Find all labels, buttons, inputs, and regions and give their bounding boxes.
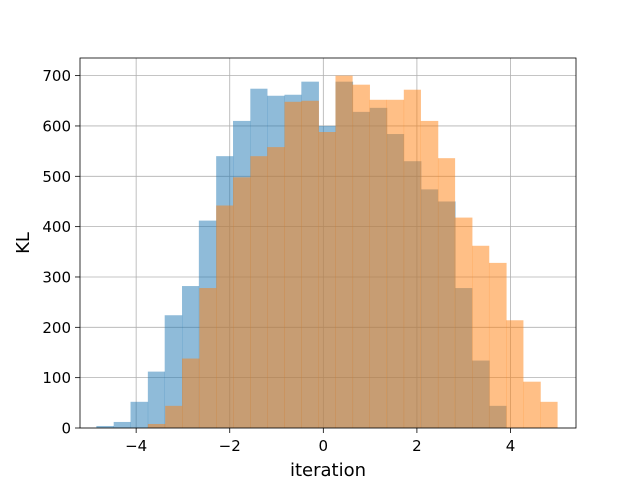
histogram-bar-series-1 xyxy=(96,425,114,428)
histogram-bar-series-2 xyxy=(403,89,421,428)
histogram-bar-series-2 xyxy=(420,120,439,428)
y-tick-label: 200 xyxy=(42,319,71,337)
histogram-bar-series-2 xyxy=(454,217,473,428)
histogram-bar-series-2 xyxy=(301,100,319,428)
y-tick-label: 400 xyxy=(42,218,71,236)
y-tick-label: 0 xyxy=(61,420,71,438)
x-axis-label: iteration xyxy=(290,460,366,480)
histogram-bar-series-2 xyxy=(369,99,387,428)
y-tick-label: 100 xyxy=(42,369,71,387)
histogram-bar-series-2 xyxy=(472,245,490,428)
histogram-bar-series-2 xyxy=(335,75,353,428)
bars-layer xyxy=(96,75,558,429)
histogram-bar-series-2 xyxy=(147,423,166,428)
histogram-bar-series-2 xyxy=(233,177,251,428)
histogram-bar-series-2 xyxy=(199,288,217,428)
x-tick-label: −2 xyxy=(219,437,241,455)
histogram-bar-series-2 xyxy=(523,381,541,428)
histogram-bar-series-2 xyxy=(165,405,183,428)
histogram-bar-series-1 xyxy=(113,421,131,428)
histogram-bar-series-2 xyxy=(182,358,200,428)
histogram-bar-series-2 xyxy=(488,262,507,428)
histogram-bar-series-2 xyxy=(506,320,524,428)
x-tick-label: 4 xyxy=(506,437,516,455)
x-axis-ticks: −4 −2 0 2 4 xyxy=(125,428,515,455)
histogram-bar-series-1 xyxy=(147,371,165,428)
histogram-bar-series-2 xyxy=(216,205,234,428)
y-axis-label: KL xyxy=(13,232,34,254)
histogram-bar-series-2 xyxy=(540,401,558,428)
y-tick-label: 300 xyxy=(42,268,71,286)
histogram-bar-series-2 xyxy=(318,132,336,428)
y-tick-label: 600 xyxy=(42,117,71,135)
histogram-bar-series-1 xyxy=(130,401,149,428)
plot-frame xyxy=(79,57,577,429)
histogram-bar-series-2 xyxy=(250,156,268,428)
histogram-bar-series-2 xyxy=(386,99,405,428)
histogram-bar-series-1 xyxy=(164,315,183,428)
x-tick-label: 2 xyxy=(412,437,422,455)
y-tick-label: 700 xyxy=(42,67,71,85)
x-tick-label: −4 xyxy=(125,437,147,455)
histogram-bar-series-2 xyxy=(352,84,370,429)
x-tick-label: 0 xyxy=(319,437,329,455)
histogram-bar-series-2 xyxy=(437,158,456,428)
y-axis-ticks: 0 100 200 300 400 500 600 700 xyxy=(42,67,80,438)
y-tick-label: 500 xyxy=(42,168,71,186)
histogram-bar-series-2 xyxy=(284,101,302,428)
histogram-bar-series-2 xyxy=(267,147,285,428)
